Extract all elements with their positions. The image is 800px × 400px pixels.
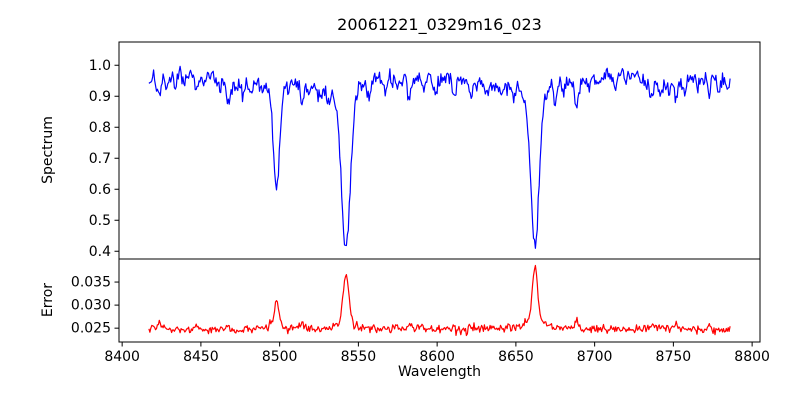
x-tick-label: 8600 [419,349,455,365]
spectrum-y-tick-label: 0.5 [89,213,111,229]
spectrum-y-tick-label: 0.7 [89,151,111,167]
chart-title: 20061221_0329m16_023 [337,15,542,34]
x-tick-label: 8500 [262,349,298,365]
error-y-tick-label: 0.030 [71,298,111,314]
spectrum-y-tick-label: 0.4 [89,244,111,260]
x-tick-label: 8800 [734,349,770,365]
spectrum-panel-frame [118,41,761,260]
spectrum-y-tick-label: 1.0 [89,58,111,74]
x-tick-label: 8700 [577,349,613,365]
x-tick-label: 8650 [498,349,534,365]
error-series-line [148,264,731,337]
error-y-tick-label: 0.025 [71,321,111,337]
error-panel-frame [118,258,761,343]
error-y-tick-label: 0.035 [71,275,111,291]
x-axis-label: Wavelength [397,364,482,380]
spectrum-y-tick-label: 0.6 [89,182,111,198]
x-tick-label: 8550 [341,349,377,365]
spectrum-y-tick-label: 0.9 [89,89,111,105]
spectrum-y-tick-label: 0.8 [89,120,111,136]
spectrum-series-line [148,65,731,249]
x-tick-label: 8750 [656,349,692,365]
x-tick-label: 8400 [104,349,140,365]
x-tick-label: 8450 [183,349,219,365]
